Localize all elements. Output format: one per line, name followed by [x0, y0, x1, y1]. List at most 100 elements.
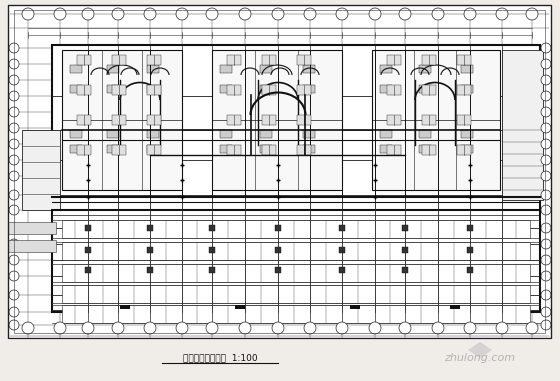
Circle shape — [239, 322, 251, 334]
Bar — [220, 130, 232, 138]
Circle shape — [144, 8, 156, 20]
Bar — [422, 85, 436, 95]
Circle shape — [9, 190, 19, 200]
Circle shape — [9, 171, 19, 181]
Bar — [438, 264, 470, 282]
Bar — [8, 5, 551, 338]
Bar — [422, 115, 436, 125]
Circle shape — [82, 322, 94, 334]
Circle shape — [541, 123, 551, 133]
Bar — [339, 247, 345, 253]
Bar — [310, 285, 342, 303]
Bar — [438, 285, 470, 303]
Circle shape — [336, 322, 348, 334]
Bar — [118, 242, 150, 260]
Bar — [235, 305, 245, 309]
Bar — [8, 240, 56, 252]
Bar — [85, 267, 91, 273]
Bar — [150, 242, 182, 260]
Circle shape — [369, 322, 381, 334]
Circle shape — [541, 75, 551, 85]
Bar — [245, 305, 278, 323]
Bar — [405, 264, 438, 282]
Bar — [209, 225, 215, 231]
Circle shape — [464, 322, 476, 334]
Bar — [147, 145, 159, 153]
Bar — [405, 305, 438, 323]
Bar — [147, 130, 159, 138]
Circle shape — [526, 8, 538, 20]
Bar — [227, 115, 241, 125]
Bar — [438, 305, 470, 323]
Bar — [402, 267, 408, 273]
Circle shape — [541, 91, 551, 101]
Bar — [182, 305, 212, 323]
Circle shape — [22, 8, 34, 20]
Bar — [262, 115, 276, 125]
Circle shape — [541, 205, 551, 215]
Bar — [220, 85, 232, 93]
Bar — [85, 247, 91, 253]
Bar — [278, 220, 310, 238]
Bar — [278, 264, 310, 282]
Bar — [405, 285, 438, 303]
Bar — [339, 267, 345, 273]
Circle shape — [144, 322, 156, 334]
Bar — [297, 115, 311, 125]
Circle shape — [9, 43, 19, 53]
Bar — [107, 85, 119, 93]
Bar — [467, 247, 473, 253]
Bar — [150, 220, 182, 238]
Bar — [457, 85, 471, 95]
Bar — [419, 130, 431, 138]
Bar — [77, 145, 91, 155]
Bar — [62, 220, 88, 238]
Bar — [227, 85, 241, 95]
Bar — [147, 85, 161, 95]
Bar — [118, 264, 150, 282]
Bar — [112, 85, 126, 95]
Bar — [405, 242, 438, 260]
Circle shape — [304, 8, 316, 20]
Bar — [147, 85, 159, 93]
Bar — [118, 285, 150, 303]
Bar — [147, 247, 153, 253]
Bar — [278, 305, 310, 323]
Bar — [147, 145, 161, 155]
Bar — [310, 242, 342, 260]
Circle shape — [9, 223, 19, 233]
Bar — [118, 305, 150, 323]
Bar — [182, 242, 212, 260]
Bar — [245, 285, 278, 303]
Circle shape — [496, 322, 508, 334]
Bar — [342, 305, 375, 323]
Circle shape — [9, 307, 19, 317]
Bar — [342, 242, 375, 260]
Bar — [470, 285, 502, 303]
Circle shape — [541, 271, 551, 281]
Circle shape — [9, 91, 19, 101]
Circle shape — [272, 8, 284, 20]
Bar — [112, 115, 126, 125]
Bar — [245, 242, 278, 260]
Bar — [502, 285, 530, 303]
Bar — [380, 85, 392, 93]
Polygon shape — [468, 342, 492, 358]
Bar — [470, 220, 502, 238]
Bar — [303, 85, 315, 93]
Circle shape — [112, 8, 124, 20]
Bar — [212, 242, 245, 260]
Bar — [303, 65, 315, 73]
Circle shape — [432, 322, 444, 334]
Bar — [85, 225, 91, 231]
Bar — [88, 220, 118, 238]
Bar — [502, 50, 543, 200]
Bar — [182, 285, 212, 303]
Bar — [502, 220, 530, 238]
Bar — [297, 145, 311, 155]
Circle shape — [9, 290, 19, 300]
Bar — [467, 225, 473, 231]
Circle shape — [541, 223, 551, 233]
Bar — [120, 305, 130, 309]
Text: zhulong.com: zhulong.com — [445, 353, 516, 363]
